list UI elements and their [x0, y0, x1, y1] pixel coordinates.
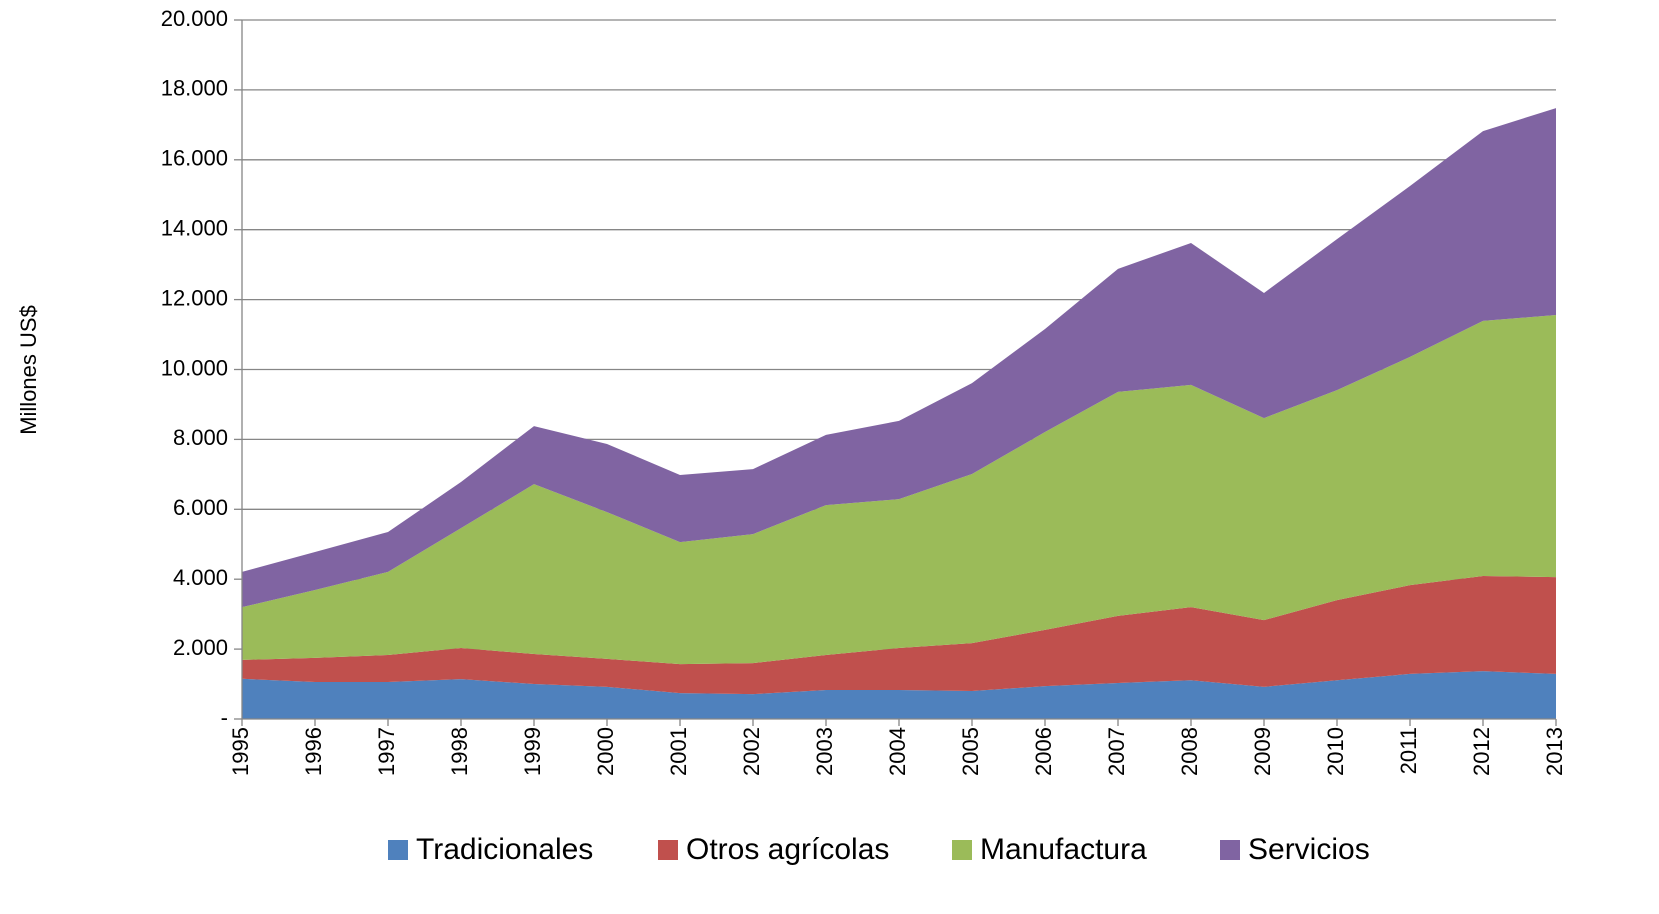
- x-tick-label: 2009: [1250, 727, 1275, 776]
- x-tick-label: 2008: [1177, 727, 1202, 776]
- y-tick-label: 6.000: [173, 495, 228, 520]
- y-tick-label: 18.000: [161, 76, 228, 101]
- x-tick-label: 2010: [1323, 727, 1348, 776]
- area: [242, 108, 1556, 608]
- x-tick-label: 2005: [958, 727, 983, 776]
- area: [242, 314, 1556, 665]
- x-tick-label: 2004: [885, 727, 910, 776]
- x-tick-label: 1995: [228, 727, 253, 776]
- y-tick-label: 14.000: [161, 216, 228, 241]
- y-tick-label: -: [221, 705, 228, 730]
- area: [242, 576, 1556, 695]
- legend-swatch: [388, 840, 408, 860]
- legend-swatch: [1220, 840, 1240, 860]
- legend-swatch: [658, 840, 678, 860]
- x-tick-label: 1999: [520, 727, 545, 776]
- x-tick-label: 2011: [1396, 727, 1421, 774]
- y-tick-label: 4.000: [173, 565, 228, 590]
- x-tick-label: 2007: [1104, 727, 1129, 776]
- legend-label: Servicios: [1248, 833, 1370, 866]
- x-tick-label: 2013: [1542, 727, 1567, 776]
- x-tick-label: 2001: [666, 727, 691, 776]
- legend-swatch: [952, 840, 972, 860]
- y-tick-label: 16.000: [161, 146, 228, 171]
- y-tick-label: 2.000: [173, 635, 228, 660]
- area: [242, 671, 1556, 719]
- y-tick-label: 8.000: [173, 425, 228, 450]
- y-axis-label: Millones US$: [16, 305, 41, 435]
- legend-label: Tradicionales: [416, 833, 593, 866]
- legend-label: Otros agrícolas: [686, 833, 889, 866]
- y-tick-label: 20.000: [161, 6, 228, 31]
- x-tick-label: 2002: [739, 727, 764, 776]
- x-tick-label: 1997: [374, 727, 399, 776]
- x-tick-label: 1998: [447, 727, 472, 776]
- x-tick-label: 2006: [1031, 727, 1056, 776]
- x-tick-label: 2012: [1469, 727, 1494, 776]
- y-tick-label: 12.000: [161, 285, 228, 310]
- y-tick-label: 10.000: [161, 355, 228, 380]
- x-tick-label: 2003: [812, 727, 837, 776]
- legend-label: Manufactura: [980, 833, 1147, 866]
- x-tick-label: 2000: [593, 727, 618, 776]
- x-tick-label: 1996: [301, 727, 326, 776]
